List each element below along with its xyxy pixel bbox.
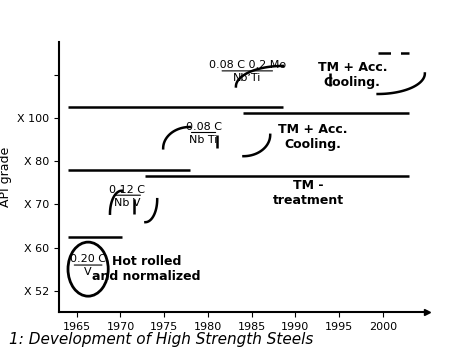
Text: NbʼTi: NbʼTi <box>233 73 262 83</box>
Text: 0.12 C: 0.12 C <box>109 185 146 194</box>
Text: 0.20 C: 0.20 C <box>70 254 106 264</box>
Text: Nb Ti: Nb Ti <box>190 135 218 145</box>
Text: 0.08 C: 0.08 C <box>185 122 221 132</box>
Text: Nb V: Nb V <box>114 198 141 207</box>
Text: 1: Development of High Strength Steels: 1: Development of High Strength Steels <box>9 332 314 347</box>
Y-axis label: API grade: API grade <box>0 147 12 207</box>
Text: TM -
treatment: TM - treatment <box>273 179 344 207</box>
Text: 0.08 C 0.2 Mo: 0.08 C 0.2 Mo <box>209 60 286 70</box>
Text: TM + Acc.
Cooling.: TM + Acc. Cooling. <box>318 61 387 88</box>
Text: TM + Acc.
Cooling.: TM + Acc. Cooling. <box>278 123 347 151</box>
Text: V: V <box>84 267 92 277</box>
Text: Hot rolled
and normalized: Hot rolled and normalized <box>92 255 201 283</box>
